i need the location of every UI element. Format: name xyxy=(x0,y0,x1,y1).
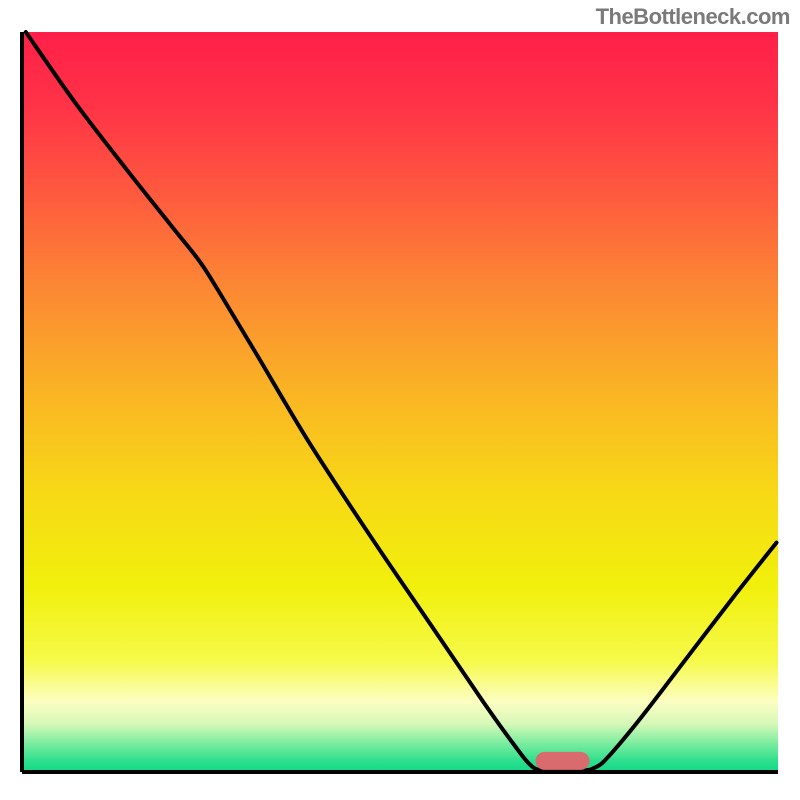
chart-container: TheBottleneck.com xyxy=(0,0,800,800)
bottleneck-chart xyxy=(0,0,800,800)
optimal-marker xyxy=(536,752,590,770)
watermark-text: TheBottleneck.com xyxy=(596,4,790,30)
plot-background xyxy=(22,32,778,772)
